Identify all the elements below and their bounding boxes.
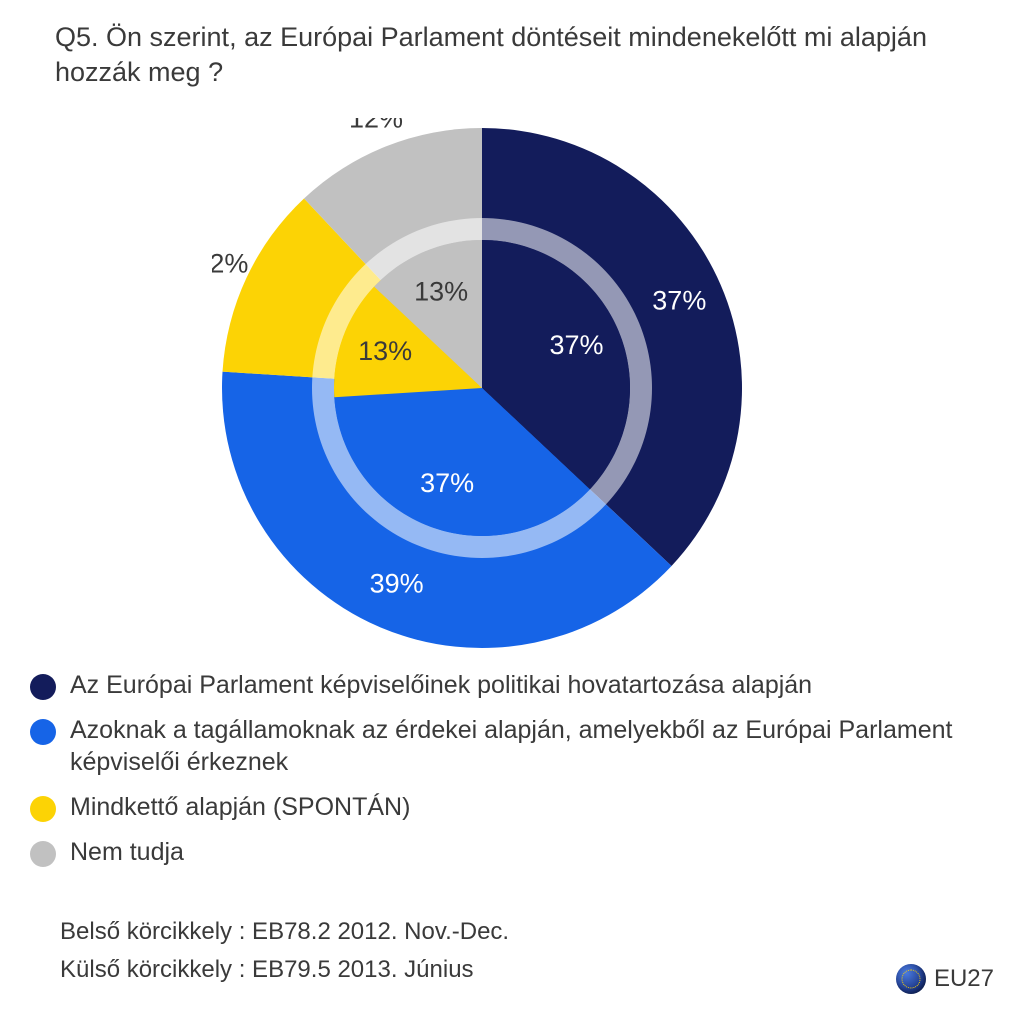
note-inner-ring: Belső körcikkely : EB78.2 2012. Nov.-Dec… xyxy=(60,918,509,946)
pie-label-political: 37% xyxy=(652,286,706,316)
pie-label-dontknow: 12% xyxy=(349,118,403,133)
pie-label-memberstate: 39% xyxy=(370,568,424,598)
legend-swatch-icon xyxy=(30,674,56,700)
eu-flag-icon xyxy=(896,964,926,994)
legend-swatch-icon xyxy=(30,719,56,745)
chart-notes: Belső körcikkely : EB78.2 2012. Nov.-Dec… xyxy=(60,918,509,994)
legend: Az Európai Parlament képviselőinek polit… xyxy=(30,670,984,882)
legend-swatch-icon xyxy=(30,796,56,822)
eu27-badge: EU27 xyxy=(896,964,994,994)
pie-label-memberstate: 37% xyxy=(420,468,474,498)
note-outer-ring: Külső körcikkely : EB79.5 2013. Június xyxy=(60,956,509,984)
legend-text: Nem tudja xyxy=(70,837,184,868)
chart-title: Q5. Ön szerint, az Európai Parlament dön… xyxy=(55,20,984,90)
eu-badge-text: EU27 xyxy=(934,965,994,993)
pie-label-both: 13% xyxy=(358,336,412,366)
pie-label-both: 12% xyxy=(212,249,248,279)
nested-pie-chart: 37% 39% 12% 12% 37% 37% 13%13% xyxy=(212,118,752,658)
legend-item-2: Mindkettő alapján (SPONTÁN) xyxy=(30,792,984,823)
legend-text: Azoknak a tagállamoknak az érdekei alapj… xyxy=(70,715,984,778)
legend-item-1: Azoknak a tagállamoknak az érdekei alapj… xyxy=(30,715,984,778)
legend-swatch-icon xyxy=(30,841,56,867)
legend-item-0: Az Európai Parlament képviselőinek polit… xyxy=(30,670,984,701)
legend-item-3: Nem tudja xyxy=(30,837,984,868)
pie-label-dontknow: 13% xyxy=(414,277,468,307)
legend-text: Az Európai Parlament képviselőinek polit… xyxy=(70,670,812,701)
pie-label-political: 37% xyxy=(550,330,604,360)
legend-text: Mindkettő alapján (SPONTÁN) xyxy=(70,792,410,823)
